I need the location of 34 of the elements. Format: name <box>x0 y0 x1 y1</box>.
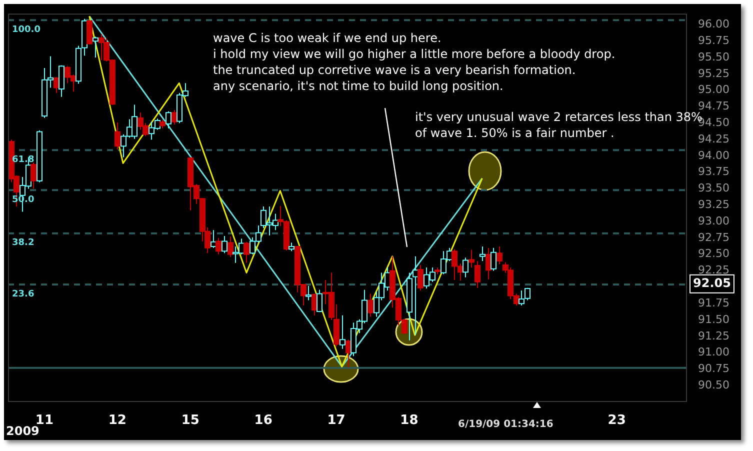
y-tick-label: 92.75 <box>698 230 730 244</box>
y-tick-label: 95.00 <box>698 83 730 96</box>
x-tick-label: 12 <box>108 413 126 428</box>
y-tick-label: 91.25 <box>698 329 730 342</box>
y-tick-label: 94.25 <box>698 132 730 146</box>
annotation: 38.2 <box>12 238 34 248</box>
x-tick-label: 17 <box>327 413 346 428</box>
x-tick-label: 15 <box>181 413 200 428</box>
y-tick-label: 95.75 <box>698 34 730 48</box>
annotation: 23.6 <box>12 289 34 300</box>
y-tick-label: 95.50 <box>698 50 730 64</box>
y-tick-label: 92.25 <box>698 264 730 277</box>
y-tick-label: 96.00 <box>698 18 730 31</box>
y-tick-label: 90.75 <box>698 362 730 376</box>
y-tick-label: 93.75 <box>698 165 730 178</box>
y-tick-label: 91.00 <box>698 346 730 359</box>
y-tick-label: 94.75 <box>698 100 730 113</box>
y-tick-label: 93.50 <box>698 182 730 195</box>
x-tick-label: 16 <box>254 413 272 428</box>
y-tick-label: 91.75 <box>698 296 730 310</box>
x-tick-label: 18 <box>400 413 418 428</box>
y-tick-label: 94.00 <box>698 148 730 162</box>
annotation: 92.05 <box>693 276 731 290</box>
annotation: wave C is too weak if we end up here. i hold my view we will go higher a little more before a bloody drop. the truncated up corretive wave is a very bearish formation. any scenario, it's not time to build long position. <box>213 30 616 94</box>
y-tick-label: 93.00 <box>698 214 730 228</box>
y-tick-label: 93.25 <box>698 198 730 212</box>
text: 6/19/09 01:34:16 <box>458 419 554 430</box>
text: 2009 <box>6 424 40 438</box>
y-tick-label: 95.25 <box>698 66 730 80</box>
x-tick-label: 23 <box>608 413 626 428</box>
y-tick-label: 91.50 <box>698 312 730 326</box>
y-tick-label: 92.50 <box>698 247 730 260</box>
y-tick-label: 90.50 <box>698 378 730 392</box>
annotation: 100.0 <box>12 25 40 36</box>
